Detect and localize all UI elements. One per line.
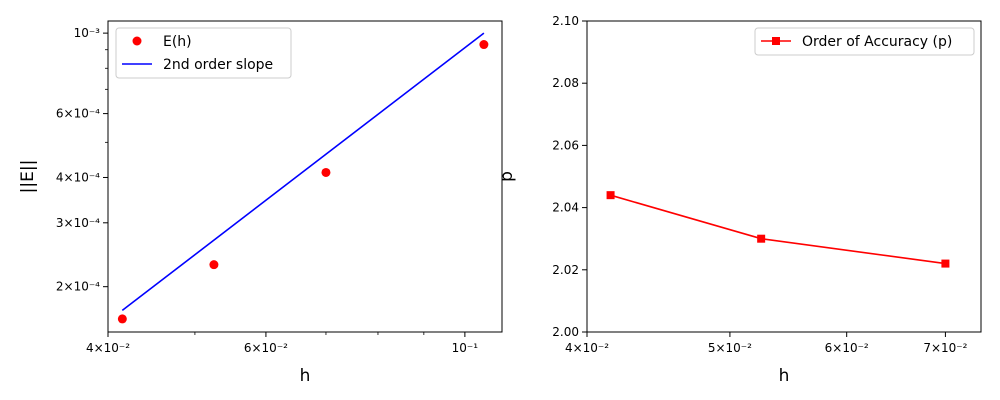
x-tick-label: 6×10⁻²	[825, 341, 869, 355]
axes-frame	[586, 20, 982, 333]
legend-label: Order of Accuracy (p)	[802, 34, 952, 50]
x-tick-label: 7×10⁻²	[923, 341, 967, 355]
y-tick-label: 3×10⁻⁴	[56, 216, 100, 230]
x-tick-label: 10⁻¹	[452, 341, 479, 355]
axes-frame	[107, 20, 503, 333]
error-chart: 4×10⁻² 6×10⁻² 10⁻¹ 2×10⁻⁴ 3×10⁻⁴ 4×10⁻⁴ 6×10⁻⁴…	[18, 20, 503, 386]
data-point-0-0-1	[209, 260, 219, 270]
x-tick-label: 4×10⁻²	[86, 341, 130, 355]
y-tick-label: 2.10	[552, 14, 579, 28]
data-point-0-0-3	[479, 40, 489, 50]
data-point-0-0-0	[117, 314, 127, 324]
series-line-1-0	[610, 194, 946, 265]
y-tick-label: 2×10⁻⁴	[56, 280, 100, 294]
x-tick-label: 4×10⁻²	[565, 341, 609, 355]
y-tick-label: 2.04	[552, 201, 579, 215]
y-axis-label: ||E||	[18, 160, 38, 194]
x-axis-label: h	[300, 366, 311, 386]
data-point-1-0-1	[757, 234, 766, 243]
data-point-0-0-2	[321, 167, 331, 177]
legend-marker	[132, 36, 142, 46]
y-axis-label: p	[497, 171, 517, 182]
y-tick-label: 2.02	[552, 263, 579, 277]
legend-box	[754, 27, 975, 56]
x-tick-label: 6×10⁻²	[244, 341, 288, 355]
data-point-1-0-0	[606, 191, 615, 200]
legend-box	[115, 27, 292, 79]
data-point-1-0-2	[941, 259, 950, 268]
series-line-0-1	[121, 32, 485, 312]
y-tick-label: 2.06	[552, 138, 579, 152]
y-tick-label: 4×10⁻⁴	[56, 170, 100, 184]
legend-marker	[772, 37, 780, 45]
y-tick-label: 10⁻³	[74, 26, 101, 40]
legend-label: 2nd order slope	[163, 57, 273, 73]
x-axis-label: h	[779, 366, 790, 386]
y-tick-label: 2.00	[552, 325, 579, 339]
y-tick-label: 6×10⁻⁴	[56, 107, 100, 121]
order-chart: 4×10⁻² 5×10⁻² 6×10⁻² 7×10⁻² 2.00 2.02 2.04 2.06…	[497, 14, 982, 386]
x-tick-label: 5×10⁻²	[708, 341, 752, 355]
y-tick-label: 2.08	[552, 76, 579, 90]
legend-label: E(h)	[163, 34, 192, 50]
